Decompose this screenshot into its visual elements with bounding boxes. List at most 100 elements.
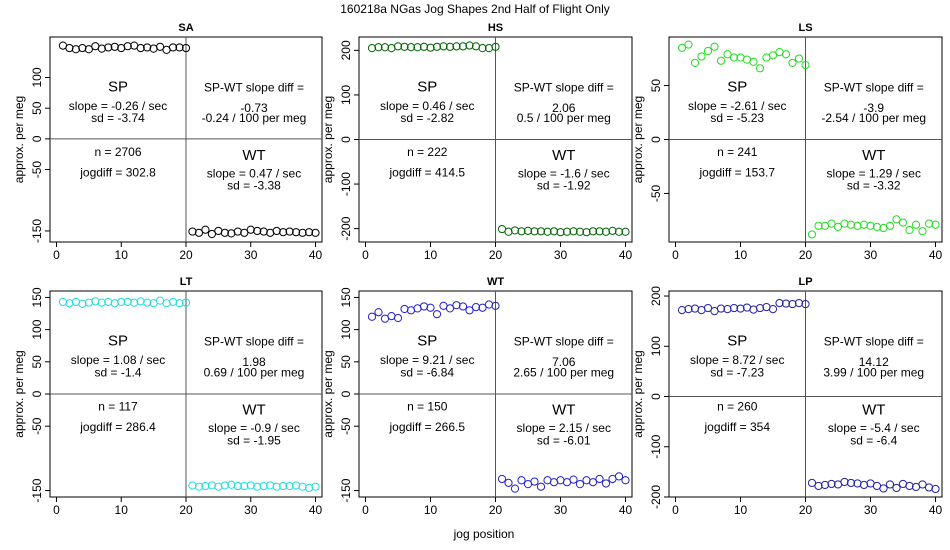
data-point xyxy=(123,42,132,51)
data-point xyxy=(768,304,778,314)
data-point xyxy=(311,228,320,237)
data-point xyxy=(413,43,422,52)
data-point xyxy=(400,304,409,314)
data-point xyxy=(684,304,693,314)
data-point xyxy=(510,226,520,235)
data-point xyxy=(827,479,836,489)
data-point xyxy=(768,51,778,60)
data-point xyxy=(504,478,513,487)
data-point xyxy=(65,299,74,308)
diff-per-meg-label: 0.5 / 100 per meg xyxy=(517,111,611,125)
jogdiff-label: jogdiff = 286.4 xyxy=(79,420,156,434)
x-tick-label: 20 xyxy=(799,503,813,517)
data-point xyxy=(285,481,294,491)
y-tick-label: -50 xyxy=(339,417,353,435)
data-point xyxy=(143,298,152,307)
diff-per-meg-label: -0.24 / 100 per meg xyxy=(202,111,307,125)
data-point xyxy=(755,64,765,73)
diff-value-label: -3.9 xyxy=(863,101,884,115)
data-point xyxy=(677,305,687,315)
data-point xyxy=(188,481,197,490)
data-point xyxy=(304,228,314,237)
sp-sd-label: sd = -2.82 xyxy=(400,111,454,125)
panel-ls: LS 0 10 20 30 40 -50 0 50 approx. per meg SP slope … xyxy=(631,22,943,262)
data-point xyxy=(814,221,823,230)
data-point xyxy=(905,226,914,235)
data-point xyxy=(859,480,869,490)
diff-per-meg-label: 2.65 / 100 per meg xyxy=(513,365,614,379)
diff-per-meg-label: 0.69 / 100 per meg xyxy=(204,365,305,379)
diff-title-label: SP-WT slope diff = xyxy=(824,335,924,349)
data-point xyxy=(374,308,383,317)
data-point xyxy=(458,302,468,311)
sp-label: SP xyxy=(727,78,747,95)
data-point xyxy=(510,484,520,493)
data-point xyxy=(393,42,403,51)
data-point xyxy=(736,304,745,313)
data-point xyxy=(621,227,630,236)
x-tick-label: 40 xyxy=(619,248,633,262)
data-point xyxy=(846,478,856,488)
wt-label: WT xyxy=(552,402,575,419)
data-point xyxy=(432,42,442,51)
data-point xyxy=(246,225,255,234)
data-point xyxy=(853,221,862,230)
x-tick-label: 20 xyxy=(179,503,193,517)
data-point xyxy=(801,299,810,309)
diff-value-label: 1.98 xyxy=(242,355,266,369)
data-point xyxy=(729,53,739,62)
data-point xyxy=(188,227,197,236)
sp-sd-label: sd = -3.74 xyxy=(91,111,145,125)
y-axis-label: approx. per meg xyxy=(12,350,26,437)
x-tick-label: 0 xyxy=(362,248,369,262)
panel-lt: LT 0 10 20 30 40 -150 -50 0 50 100 150 approx. per m… xyxy=(12,276,323,517)
panel-title: HS xyxy=(488,22,503,34)
y-tick-label: -200 xyxy=(649,485,663,509)
x-tick-label: 20 xyxy=(489,503,503,517)
data-point xyxy=(905,481,914,491)
data-point xyxy=(491,301,500,310)
data-point xyxy=(272,226,281,236)
data-point xyxy=(240,481,249,491)
data-point xyxy=(478,303,487,312)
data-point xyxy=(807,230,817,239)
data-point xyxy=(130,298,139,307)
x-tick-label: 40 xyxy=(309,248,323,262)
data-point xyxy=(272,482,281,491)
y-axis-label: approx. per meg xyxy=(321,96,335,183)
data-point xyxy=(879,484,888,493)
data-point xyxy=(207,481,217,490)
data-point xyxy=(614,227,624,236)
sp-label: SP xyxy=(108,78,128,95)
x-tick-label: 40 xyxy=(309,503,323,517)
x-tick-label: 20 xyxy=(489,248,503,262)
data-point xyxy=(781,50,791,59)
data-point xyxy=(380,43,390,52)
data-point xyxy=(445,304,455,313)
data-point xyxy=(246,481,255,490)
data-point xyxy=(918,480,927,489)
data-point xyxy=(259,227,268,236)
figure-title: 160218a NGas Jog Shapes 2nd Half of Flig… xyxy=(340,2,610,16)
sp-label: SP xyxy=(727,333,747,350)
sp-slope-label: slope = 9.21 / sec xyxy=(380,353,474,367)
data-point xyxy=(814,481,823,491)
data-point xyxy=(291,481,301,490)
jogdiff-label: jogdiff = 302.8 xyxy=(79,165,156,179)
y-tick-label: -150 xyxy=(30,478,44,502)
data-point xyxy=(419,42,429,51)
jogdiff-label: jogdiff = 354 xyxy=(703,420,770,434)
data-point xyxy=(931,484,940,494)
x-tick-label: 0 xyxy=(53,503,60,517)
wt-label: WT xyxy=(242,147,265,164)
data-point xyxy=(110,42,119,51)
y-tick-label: 100 xyxy=(339,85,353,105)
data-point xyxy=(143,43,152,52)
x-tick-label: 10 xyxy=(424,248,438,262)
data-point xyxy=(233,227,242,236)
data-point xyxy=(801,60,810,70)
data-point xyxy=(608,226,617,235)
data-point xyxy=(892,483,901,493)
y-tick-label: 150 xyxy=(339,287,353,307)
data-point xyxy=(123,297,132,307)
